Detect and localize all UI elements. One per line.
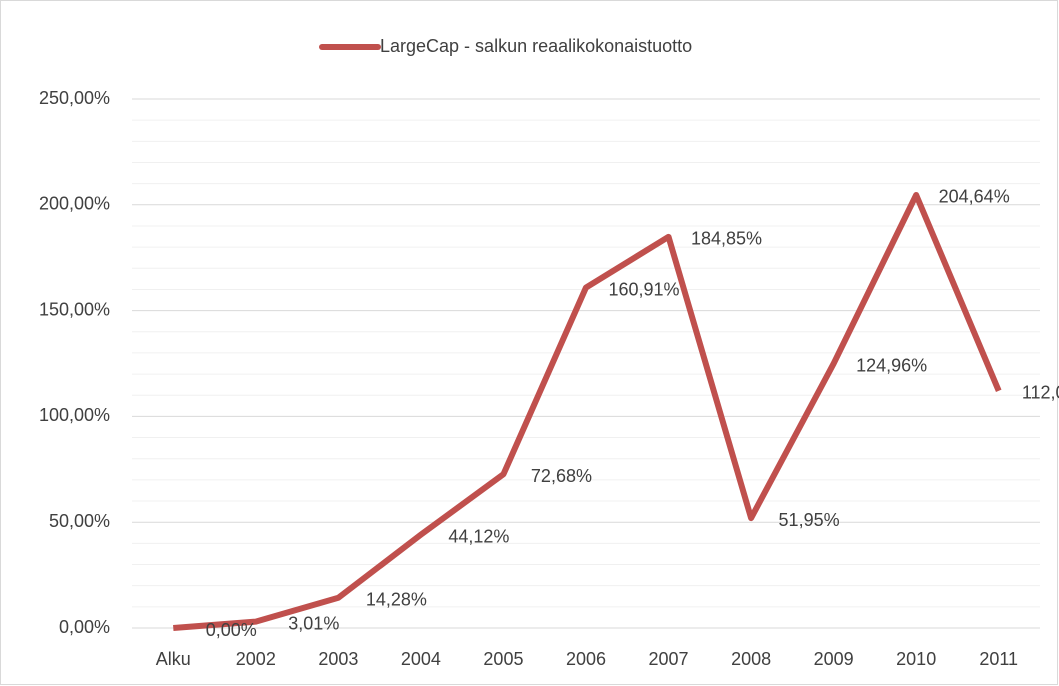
y-tick-label: 0,00% xyxy=(59,617,110,637)
data-label: 184,85% xyxy=(691,229,762,249)
x-tick-label: 2004 xyxy=(401,649,441,669)
x-tick-label: 2003 xyxy=(318,649,358,669)
y-tick-label: 150,00% xyxy=(39,299,110,319)
x-tick-label: 2002 xyxy=(236,649,276,669)
y-tick-label: 100,00% xyxy=(39,405,110,425)
data-label: 204,64% xyxy=(939,187,1010,207)
data-label: 124,96% xyxy=(856,355,927,375)
data-label: 51,95% xyxy=(779,510,840,530)
x-tick-label: 2008 xyxy=(731,649,771,669)
y-tick-label: 250,00% xyxy=(39,88,110,108)
x-tick-label: Alku xyxy=(156,649,191,669)
data-label: 0,00% xyxy=(206,620,257,640)
legend-label: LargeCap - salkun reaalikokonaistuotto xyxy=(380,36,692,56)
x-tick-label: 2009 xyxy=(814,649,854,669)
data-label: 44,12% xyxy=(448,526,509,546)
data-label: 72,68% xyxy=(531,466,592,486)
marks xyxy=(173,191,1002,631)
x-tick-label: 2010 xyxy=(896,649,936,669)
data-label: 160,91% xyxy=(608,279,679,299)
x-tick-label: 2006 xyxy=(566,649,606,669)
data-label: 14,28% xyxy=(366,590,427,610)
x-tick-label: 2007 xyxy=(649,649,689,669)
data-label: 112,08% xyxy=(1022,383,1059,403)
x-tick-label: 2005 xyxy=(483,649,523,669)
data-label: 3,01% xyxy=(288,613,339,633)
x-tick-label: 2011 xyxy=(979,649,1018,669)
series-line xyxy=(173,191,1002,631)
y-tick-label: 200,00% xyxy=(39,194,110,214)
y-tick-label: 50,00% xyxy=(49,511,110,531)
